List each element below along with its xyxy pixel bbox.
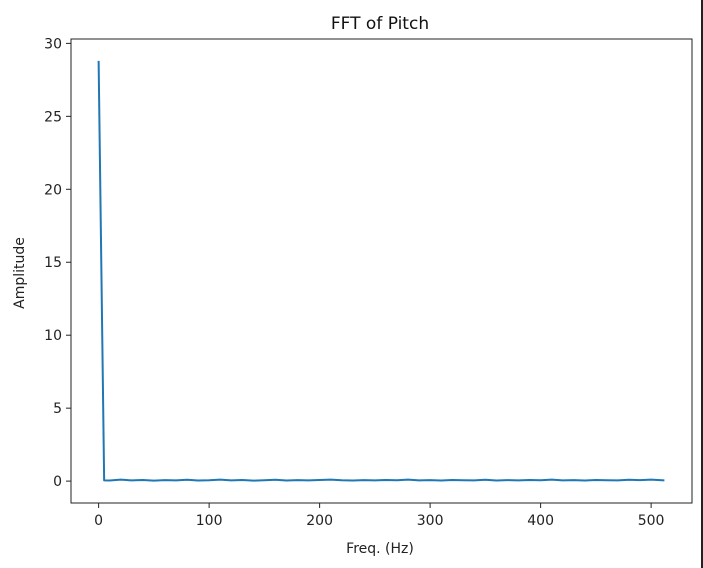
y-tick-label: 25 <box>44 109 62 125</box>
x-tick-label: 200 <box>306 513 333 529</box>
x-tick-label: 0 <box>94 513 103 529</box>
series-layer <box>97 60 665 482</box>
y-tick-label: 30 <box>44 36 62 52</box>
x-tick-label: 100 <box>196 513 223 529</box>
y-axis-label: Amplitude <box>12 237 28 309</box>
x-axis: 0 100 200 300 400 500 <box>94 503 664 529</box>
x-axis-label: Freq. (Hz) <box>346 541 414 557</box>
x-tick-label: 500 <box>638 513 665 529</box>
y-tick-label: 20 <box>44 182 62 198</box>
y-tick-label: 10 <box>44 328 62 344</box>
x-tick-label: 300 <box>417 513 444 529</box>
y-axis: 0 5 10 15 20 25 30 <box>44 36 71 490</box>
chart-title: FFT of Pitch <box>331 14 429 34</box>
x-tick-label: 400 <box>527 513 554 529</box>
series-line <box>97 60 665 482</box>
plot-area <box>70 38 693 504</box>
y-tick-label: 5 <box>53 401 62 417</box>
y-tick-label: 15 <box>44 255 62 271</box>
y-tick-label: 0 <box>53 474 62 490</box>
